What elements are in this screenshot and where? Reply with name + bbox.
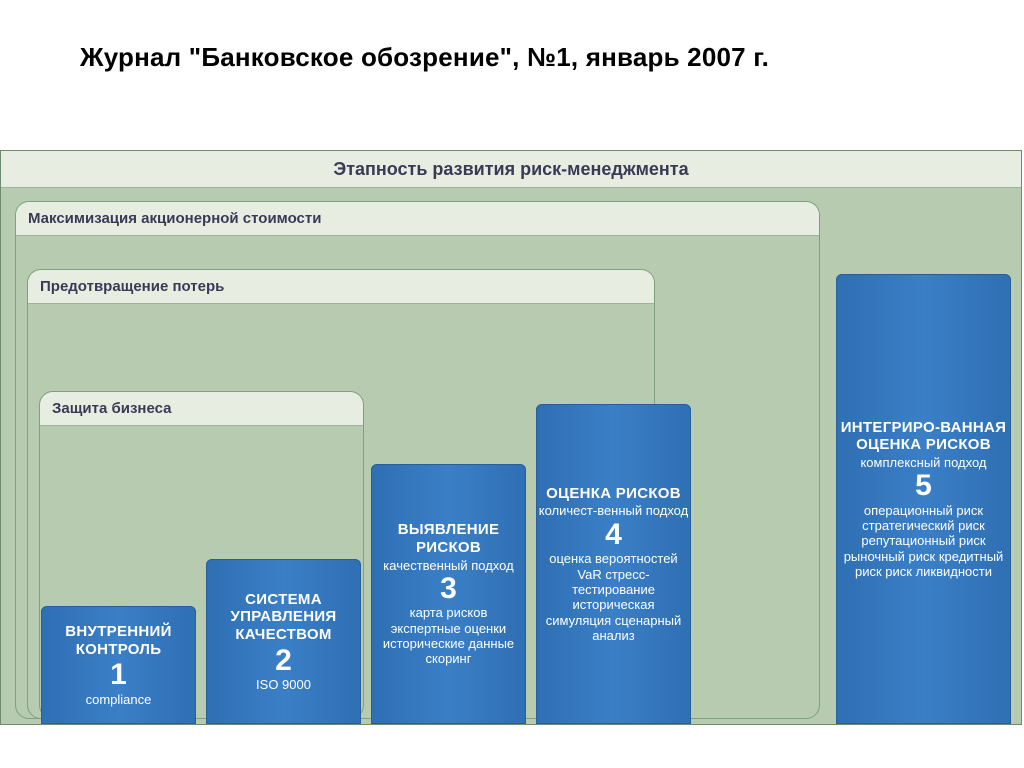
bar-2: СИСТЕМА УПРАВЛЕНИЯ КАЧЕСТВОМ 2 ISO 9000 bbox=[206, 559, 361, 724]
bar-4-sub: количест-венный подход bbox=[539, 503, 688, 518]
page-title: Журнал "Банковское обозрение", №1, январ… bbox=[0, 0, 1024, 73]
figure-title: Этапность развития риск-менеджмента bbox=[1, 151, 1021, 188]
bar-3-number: 3 bbox=[440, 573, 457, 605]
bar-1-footer: compliance bbox=[86, 692, 152, 707]
nest-inner-label: Защита бизнеса bbox=[40, 392, 363, 426]
bar-4-number: 4 bbox=[605, 519, 622, 551]
bar-3-footer: карта рисков экспертные оценки историчес… bbox=[373, 605, 524, 666]
nest-outer-label: Максимизация акционерной стоимости bbox=[16, 202, 819, 236]
bar-3: ВЫЯВЛЕНИЕ РИСКОВ качественный подход 3 к… bbox=[371, 464, 526, 724]
bar-1: ВНУТРЕННИЙ КОНТРОЛЬ 1 compliance bbox=[41, 606, 196, 724]
bar-5: ИНТЕГРИРО-ВАННАЯ ОЦЕНКА РИСКОВ комплексн… bbox=[836, 274, 1011, 724]
bar-2-number: 2 bbox=[275, 645, 292, 677]
bar-1-title: ВНУТРЕННИЙ КОНТРОЛЬ bbox=[43, 623, 194, 658]
bar-5-sub: комплексный подход bbox=[860, 455, 986, 470]
bar-1-number: 1 bbox=[110, 659, 127, 691]
bar-3-title: ВЫЯВЛЕНИЕ РИСКОВ bbox=[373, 521, 524, 556]
bar-4-footer: оценка вероятностей VaR стресс-тестирова… bbox=[538, 551, 689, 643]
figure-container: Этапность развития риск-менеджмента Макс… bbox=[0, 150, 1022, 725]
bar-4-title: ОЦЕНКА РИСКОВ bbox=[546, 485, 681, 503]
bar-5-number: 5 bbox=[915, 470, 932, 502]
bar-5-title: ИНТЕГРИРО-ВАННАЯ ОЦЕНКА РИСКОВ bbox=[838, 419, 1009, 454]
bar-3-sub: качественный подход bbox=[383, 558, 513, 573]
bar-4: ОЦЕНКА РИСКОВ количест-венный подход 4 о… bbox=[536, 404, 691, 724]
bar-2-title: СИСТЕМА УПРАВЛЕНИЯ КАЧЕСТВОМ bbox=[208, 591, 359, 644]
nest-middle-label: Предотвращение потерь bbox=[28, 270, 654, 304]
bar-5-footer: операционный риск стратегический риск ре… bbox=[838, 503, 1009, 580]
bar-2-footer: ISO 9000 bbox=[256, 677, 311, 692]
